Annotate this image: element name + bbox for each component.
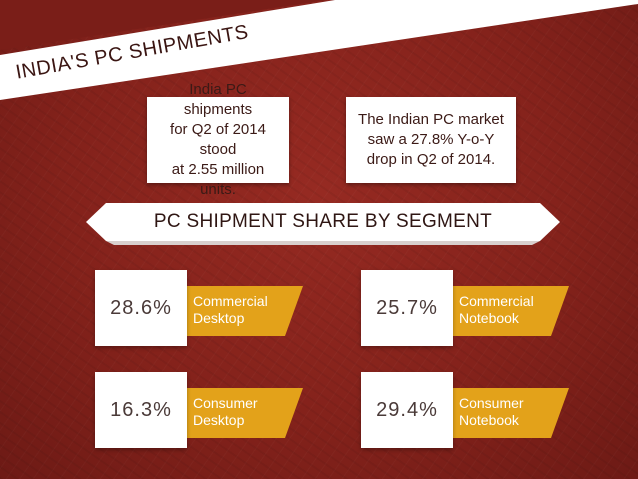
section-ribbon [86,203,560,245]
segment-stat-consumer-notebook: 29.4% Consumer Notebook [361,372,569,448]
segment-label: Commercial Desktop [193,288,293,332]
fact-text-line: The Indian PC market [358,111,504,128]
segment-value: 25.7% [361,270,453,346]
segment-stat-commercial-desktop: 28.6% Commercial Desktop [95,270,303,346]
section-heading: PC SHIPMENT SHARE BY SEGMENT [153,211,493,232]
fact-text-line: for Q2 of 2014 stood [170,121,266,158]
fact-text-line: at 2.55 million units. [171,161,265,198]
segment-label-line: Desktop [193,310,245,326]
segment-label-line: Desktop [193,412,245,428]
segment-label-tab [185,388,303,438]
segment-label-tab [451,388,569,438]
segment-label-line: Notebook [459,310,519,326]
segment-label: Consumer Notebook [459,390,559,434]
title-banner [0,0,638,100]
segment-label-line: Consumer [193,395,258,411]
segment-label-tab [185,286,303,336]
fact-card-market-drop: The Indian PC market saw a 27.8% Y-o-Y d… [346,97,516,183]
segment-stat-commercial-notebook: 25.7% Commercial Notebook [361,270,569,346]
segment-value: 28.6% [95,270,187,346]
segment-label-line: Commercial [459,293,534,309]
segment-value: 29.4% [361,372,453,448]
segment-label-line: Consumer [459,395,524,411]
fact-text-line: India PC shipments [183,81,253,118]
segment-label: Consumer Desktop [193,390,293,434]
fact-card-shipments: India PC shipments for Q2 of 2014 stood … [147,81,289,198]
fact-text-line: saw a 27.8% Y-o-Y [367,131,495,148]
fact-text-line: drop in Q2 of 2014. [366,151,496,168]
segment-label-tab [451,286,569,336]
segment-stat-consumer-desktop: 16.3% Consumer Desktop [95,372,303,448]
segment-label-line: Commercial [193,293,268,309]
segment-label: Commercial Notebook [459,288,559,332]
segment-label-line: Notebook [459,412,519,428]
segment-value: 16.3% [95,372,187,448]
